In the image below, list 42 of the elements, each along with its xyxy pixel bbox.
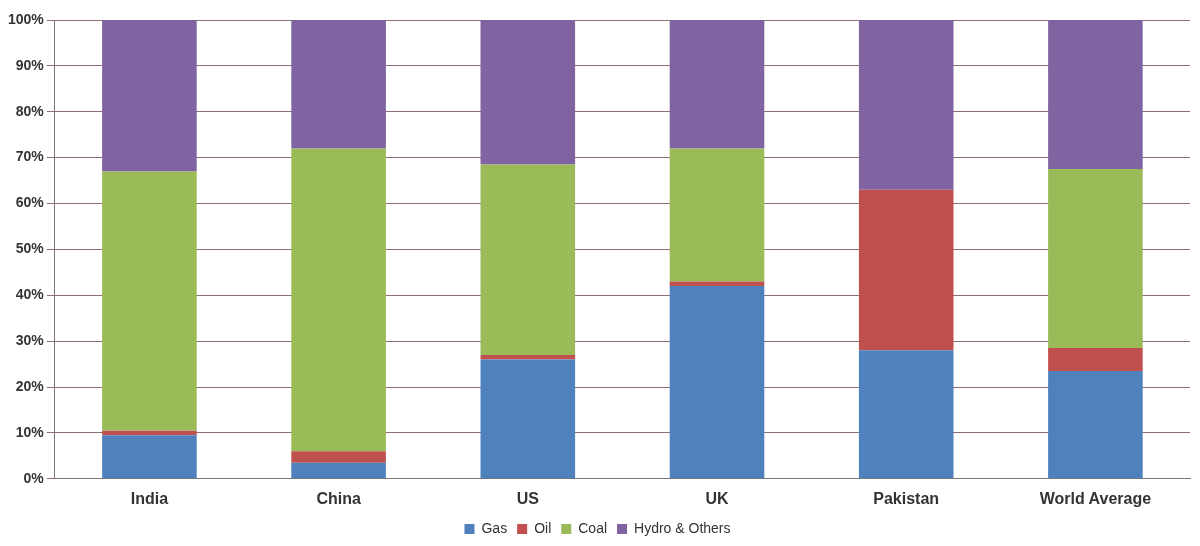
- bar: [291, 148, 386, 452]
- bar: [291, 451, 386, 463]
- bar: [1048, 348, 1143, 371]
- bar: [480, 354, 576, 360]
- y-tick-label: 60%: [15, 194, 45, 211]
- y-tick-label: 50%: [15, 240, 45, 257]
- y-tick-label: 40%: [15, 286, 45, 303]
- bar: [1048, 169, 1143, 349]
- bar: [858, 350, 954, 479]
- bar: [1048, 20, 1143, 170]
- y-tick-label: 10%: [15, 423, 45, 440]
- bar: [291, 20, 386, 149]
- y-tick-label: 100%: [7, 10, 45, 27]
- bar: [102, 171, 197, 431]
- legend-label: Gas: [481, 519, 508, 536]
- bar: [480, 164, 576, 355]
- y-tick-label: 30%: [15, 332, 45, 349]
- bar: [669, 148, 765, 282]
- bar: [1048, 370, 1143, 479]
- bar: [858, 20, 954, 190]
- y-tick-label: 90%: [15, 56, 45, 73]
- y-tick-label: 80%: [15, 102, 45, 119]
- y-tick-label: 0%: [23, 469, 45, 486]
- y-tick-label: 70%: [15, 148, 45, 165]
- bar: [669, 286, 765, 479]
- legend-label: Coal: [578, 519, 608, 536]
- x-tick-label: World Average: [1039, 489, 1152, 507]
- bar: [858, 189, 954, 351]
- bar: [480, 20, 576, 165]
- bar: [102, 435, 197, 479]
- y-tick-label: 20%: [15, 377, 45, 394]
- x-tick-label: China: [316, 489, 361, 507]
- bar: [669, 20, 765, 149]
- x-tick-label: US: [516, 489, 540, 507]
- bar: [291, 462, 386, 479]
- x-tick-label: UK: [705, 489, 729, 507]
- legend-label: Hydro & Others: [634, 519, 731, 536]
- bar: [480, 359, 576, 479]
- bar: [102, 20, 197, 172]
- x-tick-label: Pakistan: [873, 489, 940, 507]
- x-tick-label: India: [130, 489, 169, 507]
- legend-label: Oil: [534, 519, 552, 536]
